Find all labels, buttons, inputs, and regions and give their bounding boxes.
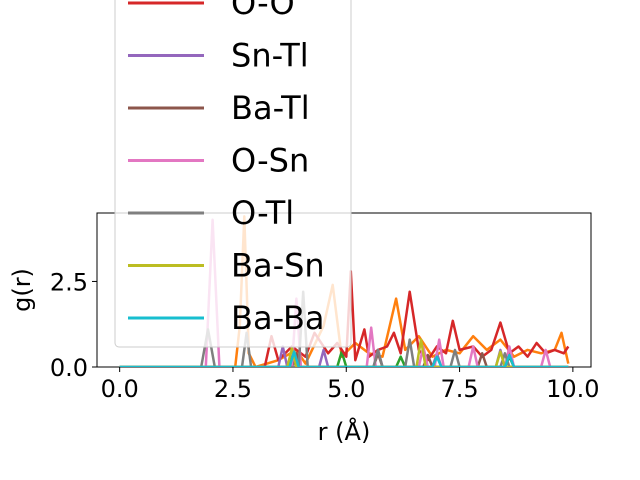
series-line-ba-sn: [119, 338, 569, 367]
x-axis-label: r (Å): [318, 417, 371, 446]
legend-box: [114, 0, 352, 348]
legend-label: O-O: [231, 0, 295, 22]
legend-label: Ba-Ba: [231, 299, 325, 337]
series-line-ba-ba: [119, 350, 569, 367]
legend-label: Ba-Sn: [231, 247, 325, 285]
x-tick-label: 7.5: [440, 375, 478, 403]
y-tick-label: 0.0: [50, 354, 88, 382]
x-tick-label: 2.5: [214, 375, 252, 403]
legend-label: Ba-Tl: [231, 89, 310, 127]
x-tick-label: 10.0: [546, 375, 599, 403]
x-tick-label: 5.0: [327, 375, 365, 403]
legend: O-O Sn-Tl Ba-Tl O-Sn O-Tl Ba-Sn Ba-Ba: [114, 0, 352, 348]
legend-items: O-O Sn-Tl Ba-Tl O-Sn O-Tl Ba-Sn Ba-Ba: [128, 0, 325, 337]
y-axis-label: g(r): [8, 268, 36, 312]
x-tick-label: 0.0: [101, 375, 139, 403]
legend-label: O-Tl: [231, 194, 294, 232]
series-line-o-tl: [119, 290, 569, 367]
y-axis-ticks: 0.0 2.5: [50, 268, 97, 382]
legend-label: O-Sn: [231, 142, 309, 180]
series-line-unlabeled-0: [119, 215, 570, 367]
legend-label: Sn-Tl: [231, 37, 309, 75]
y-tick-label: 2.5: [50, 268, 88, 296]
x-axis-ticks: 0.0 2.5 5.0 7.5 10.0: [101, 367, 600, 403]
series-line-ba-tl: [119, 352, 569, 367]
